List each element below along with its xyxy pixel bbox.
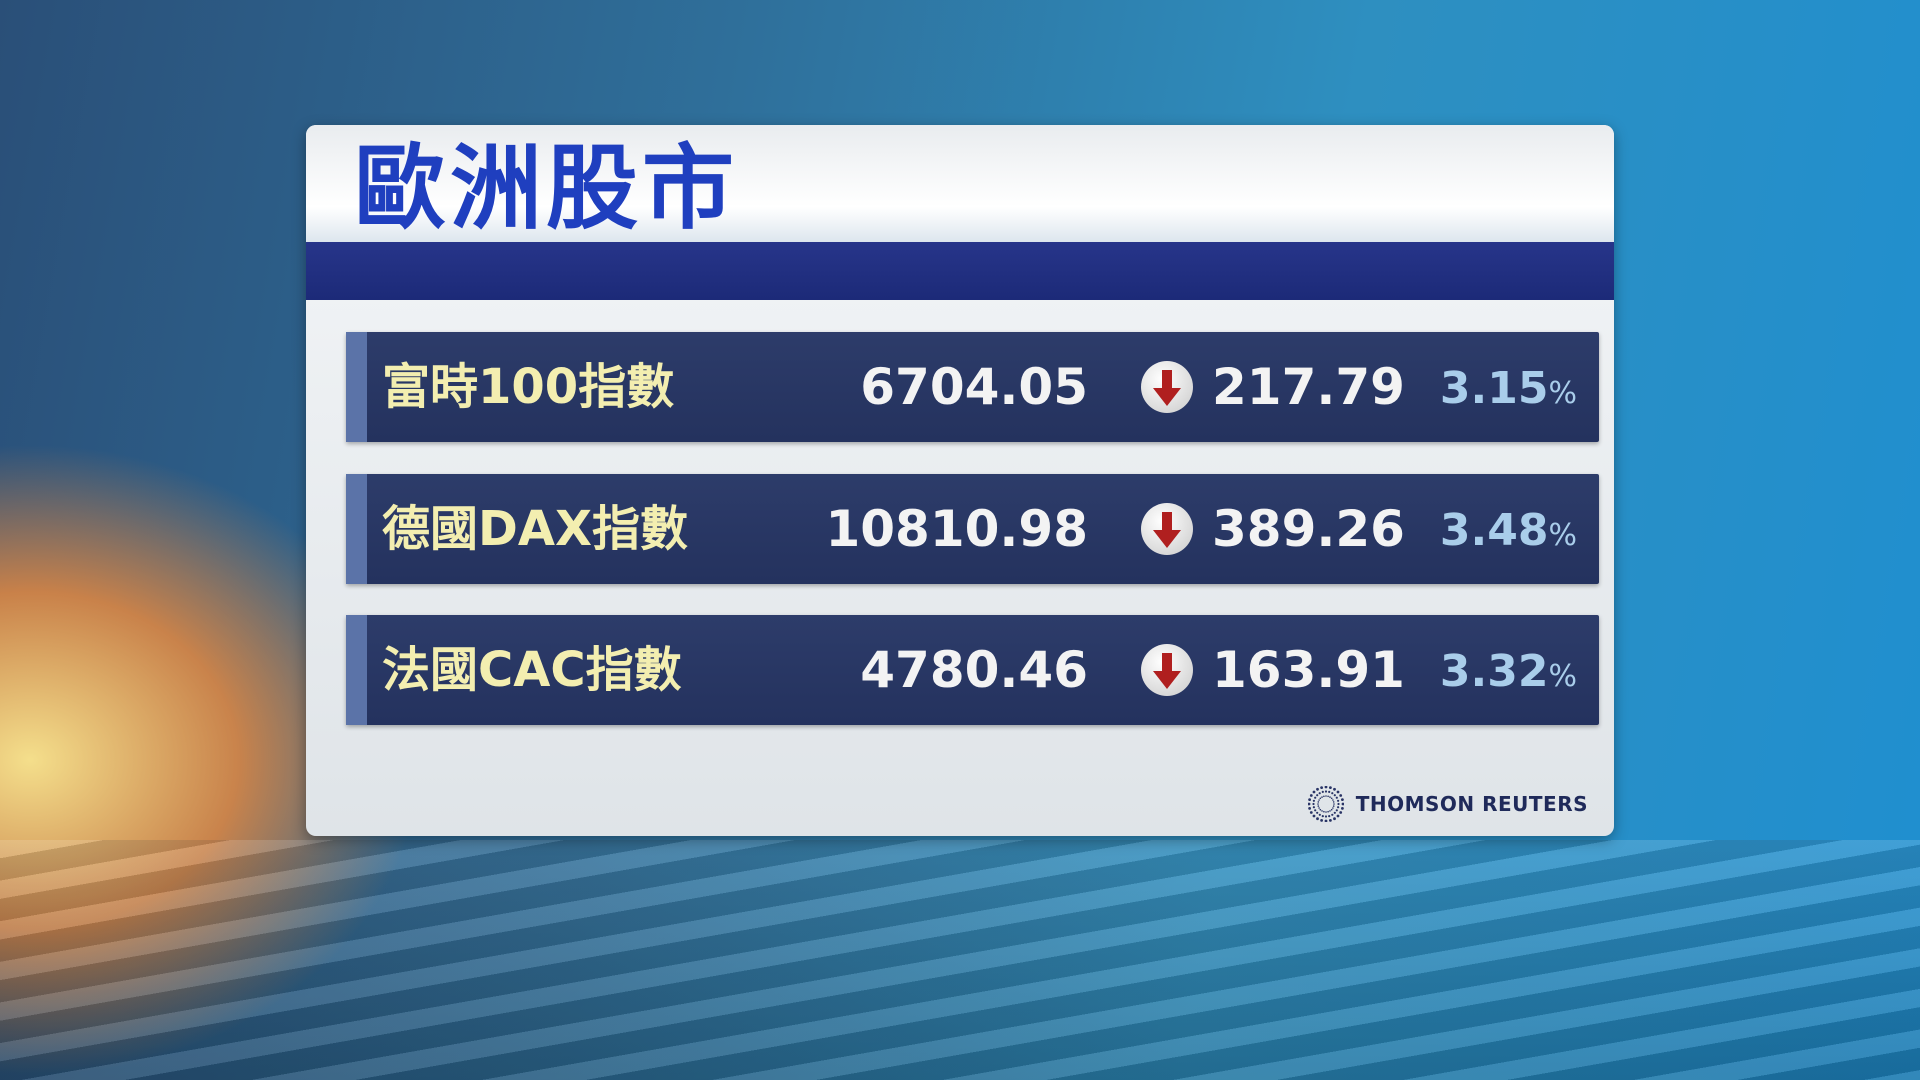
percent-value: 3.48 bbox=[1439, 505, 1549, 556]
index-change: 217.79 bbox=[1212, 358, 1405, 416]
title-underline-band bbox=[306, 242, 1614, 300]
index-percent: 3.48% bbox=[1440, 504, 1577, 563]
index-name: 富時100指數 bbox=[382, 359, 675, 415]
percent-sign: % bbox=[1548, 518, 1577, 553]
index-percent: 3.32% bbox=[1440, 645, 1577, 704]
percent-value: 3.15 bbox=[1439, 363, 1549, 414]
index-percent: 3.15% bbox=[1440, 362, 1577, 421]
market-panel: 歐洲股市 富時100指數 6704.05 217.79 3.15% 德國DAX指… bbox=[306, 125, 1614, 836]
index-value: 6704.05 bbox=[860, 358, 1088, 416]
index-name: 法國CAC指數 bbox=[382, 642, 682, 698]
thomson-reuters-logo-icon bbox=[1307, 786, 1344, 822]
index-change: 389.26 bbox=[1212, 500, 1405, 558]
arrow-down-icon bbox=[1141, 503, 1193, 555]
source-label: THOMSON REUTERS bbox=[1355, 792, 1588, 816]
row-accent bbox=[346, 332, 367, 442]
percent-sign: % bbox=[1548, 659, 1577, 694]
row-accent bbox=[346, 474, 367, 584]
index-name: 德國DAX指數 bbox=[382, 501, 689, 557]
arrow-down-icon bbox=[1141, 644, 1193, 696]
index-row: 德國DAX指數 10810.98 389.26 3.48% bbox=[346, 474, 1599, 584]
source-logo: THOMSON REUTERS bbox=[1307, 786, 1588, 822]
page-title: 歐洲股市 bbox=[354, 135, 739, 242]
index-change: 163.91 bbox=[1212, 641, 1405, 699]
row-accent bbox=[346, 615, 367, 725]
percent-sign: % bbox=[1548, 376, 1577, 411]
background-floor bbox=[0, 840, 1920, 1080]
index-row: 法國CAC指數 4780.46 163.91 3.32% bbox=[346, 615, 1599, 725]
index-row: 富時100指數 6704.05 217.79 3.15% bbox=[346, 332, 1599, 442]
index-value: 10810.98 bbox=[825, 500, 1088, 558]
arrow-down-icon bbox=[1141, 361, 1193, 413]
percent-value: 3.32 bbox=[1439, 646, 1549, 697]
title-bar: 歐洲股市 bbox=[306, 125, 1614, 242]
index-value: 4780.46 bbox=[860, 641, 1088, 699]
